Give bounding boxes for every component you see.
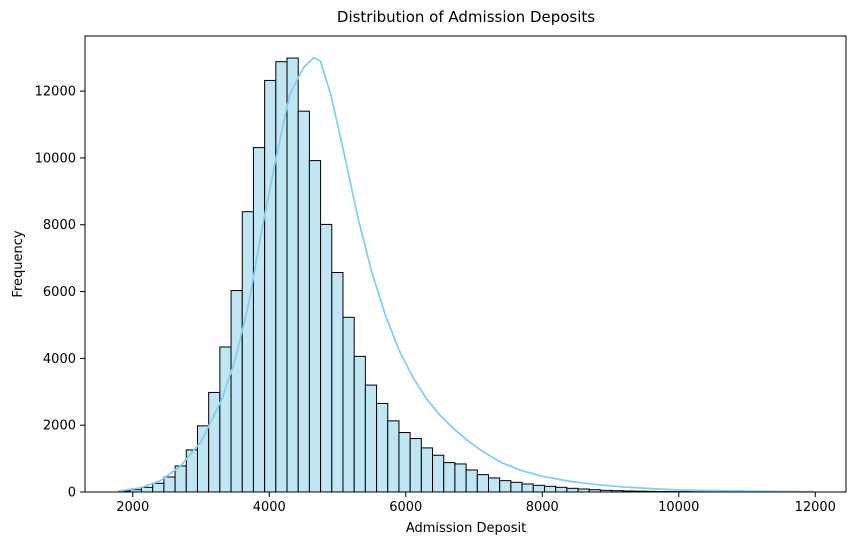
histogram-bar	[163, 476, 176, 493]
y-tick-label: 4000	[43, 352, 76, 367]
kde-curve	[118, 56, 814, 493]
bars-group	[118, 57, 814, 493]
histogram-bar	[353, 355, 366, 493]
histogram-bar	[174, 465, 187, 493]
x-tick-label: 6000	[389, 500, 422, 515]
x-tick-label: 12000	[795, 500, 836, 515]
histogram-bar	[510, 481, 523, 493]
y-axis-ticks: 0 2000 4000 6000 8000 10000 12000	[35, 85, 85, 501]
histogram-bar	[376, 402, 389, 493]
y-tick-label: 0	[68, 486, 76, 501]
histogram-bar	[488, 477, 501, 493]
x-tick-label: 2000	[116, 500, 149, 515]
histogram-bar	[543, 485, 557, 493]
histogram-bar	[476, 474, 490, 493]
histogram-bar	[443, 462, 456, 493]
histogram-bar	[241, 211, 254, 493]
x-axis-label: Admission Deposit	[406, 521, 526, 536]
histogram-bar	[364, 384, 378, 493]
y-tick-label: 12000	[35, 85, 76, 100]
x-tick-label: 4000	[253, 500, 286, 515]
histogram-bar	[264, 79, 277, 493]
histogram-bar	[566, 487, 579, 493]
histogram-bar	[297, 110, 310, 493]
plot-frame	[84, 35, 847, 493]
y-tick-label: 10000	[35, 151, 76, 166]
y-tick-label: 2000	[43, 419, 76, 434]
histogram-bar	[555, 486, 568, 493]
histogram-bar	[331, 272, 344, 493]
x-axis-ticks: 2000 4000 6000 8000 10000 12000	[116, 492, 836, 515]
histogram-bar	[398, 432, 411, 493]
histogram-bar	[420, 447, 434, 493]
histogram-bar	[252, 147, 266, 493]
histogram-bar	[465, 469, 478, 493]
histogram-bar	[454, 463, 467, 493]
y-tick-label: 8000	[43, 218, 76, 233]
histogram-bar	[141, 486, 154, 493]
histogram-bar	[308, 160, 322, 493]
histogram-bar	[387, 420, 400, 493]
histogram-bar	[152, 482, 165, 493]
histogram-bar	[286, 57, 299, 493]
x-tick-label: 10000	[658, 500, 699, 515]
histogram-bar	[432, 454, 445, 493]
histogram-bar	[532, 484, 545, 493]
y-axis-label: Frequency	[11, 230, 26, 297]
histogram-bar	[499, 480, 512, 493]
x-tick-label: 8000	[526, 500, 559, 515]
histogram-bar	[409, 438, 422, 493]
chart-title: Distribution of Admission Deposits	[337, 8, 595, 26]
y-tick-label: 6000	[43, 285, 76, 300]
histogram-bar	[342, 316, 355, 493]
histogram-bar	[275, 61, 288, 493]
histogram-bar	[320, 223, 333, 493]
histogram-bar	[521, 483, 534, 493]
histogram-bar	[230, 290, 243, 493]
histogram-bar	[219, 346, 232, 493]
